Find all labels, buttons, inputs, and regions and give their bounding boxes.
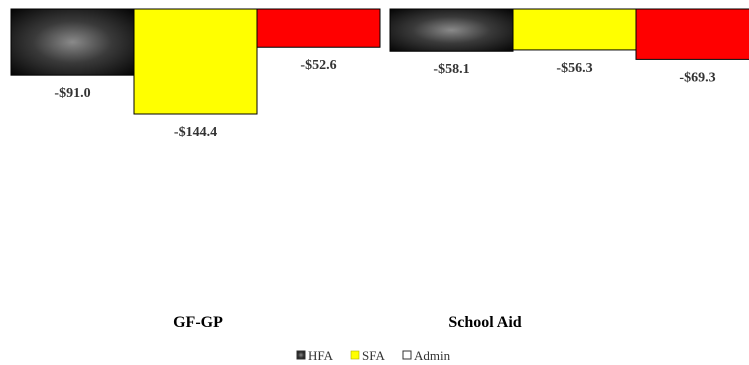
- bars-layer: [10, 8, 749, 115]
- data-label-admin-gfgp: -$52.6: [300, 58, 336, 73]
- data-labels-layer: -$91.0 -$58.1 -$144.4 -$56.3 -$52.6 -$69.3: [54, 58, 715, 140]
- bar-sfa-gfgp: [133, 8, 258, 115]
- legend-label-hfa: HFA: [308, 348, 334, 363]
- legend-label-sfa: SFA: [362, 348, 385, 363]
- legend-swatch-hfa: [296, 350, 306, 360]
- bar-hfa-gfgp: [10, 8, 135, 76]
- bar-admin-school-aid: [635, 8, 749, 60]
- data-label-admin-school-aid: -$69.3: [679, 70, 715, 85]
- data-label-hfa-gfgp: -$91.0: [54, 86, 90, 101]
- legend: HFA SFA Admin: [296, 348, 451, 363]
- category-label-0: GF-GP: [173, 314, 223, 331]
- bar-hfa-school-aid: [389, 8, 514, 52]
- category-label-1: School Aid: [448, 314, 521, 331]
- category-labels-layer: GF-GP School Aid: [173, 314, 522, 331]
- bar-admin-gfgp: [256, 8, 381, 48]
- legend-swatch-admin: [402, 350, 412, 360]
- data-label-sfa-school-aid: -$56.3: [556, 61, 592, 76]
- data-label-sfa-gfgp: -$144.4: [174, 125, 217, 140]
- data-label-hfa-school-aid: -$58.1: [433, 62, 469, 77]
- bar-sfa-school-aid: [512, 8, 637, 51]
- legend-label-admin: Admin: [414, 348, 451, 363]
- legend-swatch-sfa: [350, 350, 360, 360]
